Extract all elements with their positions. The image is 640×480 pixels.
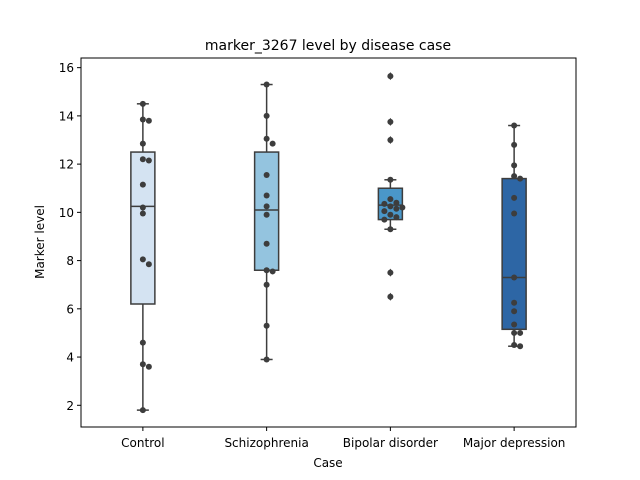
y-tick-label: 14 xyxy=(59,109,74,123)
data-point xyxy=(139,361,146,368)
data-point xyxy=(511,329,518,336)
data-point xyxy=(511,210,518,217)
box-iqr xyxy=(501,177,527,331)
axes-frame xyxy=(80,57,577,428)
y-tick-label: 4 xyxy=(66,351,74,365)
data-point xyxy=(145,117,152,124)
y-tick-label: 2 xyxy=(66,399,74,413)
y-tick-label: 6 xyxy=(66,302,74,316)
data-point xyxy=(511,173,518,180)
data-point xyxy=(139,100,146,107)
data-point xyxy=(145,261,152,268)
data-point xyxy=(381,200,388,207)
data-point xyxy=(263,192,270,199)
data-point xyxy=(269,268,276,275)
data-point xyxy=(387,118,394,125)
data-point xyxy=(511,141,518,148)
data-point xyxy=(263,267,270,274)
data-point xyxy=(511,194,518,201)
y-axis-label: Marker level xyxy=(33,205,47,279)
data-point xyxy=(511,162,518,169)
data-point xyxy=(387,269,394,276)
data-point xyxy=(263,171,270,178)
y-tick-label: 16 xyxy=(59,61,74,75)
data-point xyxy=(139,407,146,414)
chart-title: marker_3267 level by disease case xyxy=(205,38,451,54)
y-tick-label: 12 xyxy=(59,158,74,172)
data-point xyxy=(387,137,394,143)
data-point xyxy=(263,281,270,288)
plot-area: 2 4 6 8 10 12 14 16 Control Schizophrenia Bipolar … xyxy=(59,57,577,450)
data-point xyxy=(387,176,394,183)
data-point xyxy=(381,216,388,223)
data-point xyxy=(139,204,146,211)
data-point xyxy=(263,322,270,329)
data-point xyxy=(393,214,400,221)
data-point xyxy=(511,321,518,328)
data-point xyxy=(263,81,270,88)
data-point xyxy=(381,208,388,215)
data-point xyxy=(263,356,270,363)
box-iqr xyxy=(130,151,156,305)
x-axis-label: Case xyxy=(313,456,342,470)
data-point xyxy=(399,204,406,211)
data-point xyxy=(517,343,524,350)
data-point xyxy=(517,175,524,182)
data-point xyxy=(511,308,518,315)
data-point xyxy=(139,210,146,217)
data-point xyxy=(269,140,276,147)
data-point xyxy=(511,122,518,129)
data-point xyxy=(139,116,146,123)
data-point xyxy=(263,203,270,210)
x-tick-label: Control xyxy=(121,436,164,450)
data-point xyxy=(511,299,518,306)
data-point xyxy=(511,274,518,281)
y-tick-label: 10 xyxy=(59,206,74,220)
y-tick-label: 8 xyxy=(66,254,74,268)
x-tick-label: Schizophrenia xyxy=(224,436,308,450)
data-point xyxy=(139,256,146,263)
data-point xyxy=(393,205,400,212)
box-iqr xyxy=(253,151,280,271)
data-point xyxy=(517,329,524,336)
data-point xyxy=(387,226,394,233)
data-point xyxy=(263,211,270,218)
data-point xyxy=(387,73,394,80)
data-point xyxy=(263,135,270,142)
x-tick-label: Major depression xyxy=(463,436,566,450)
data-point xyxy=(145,157,152,164)
data-point xyxy=(263,112,270,119)
data-point xyxy=(263,240,270,247)
data-point xyxy=(139,140,146,147)
data-point xyxy=(387,203,394,210)
data-point xyxy=(511,342,518,348)
data-point xyxy=(139,181,146,188)
data-point xyxy=(387,293,394,300)
data-point xyxy=(139,156,146,163)
data-point xyxy=(387,211,394,218)
x-tick-label: Bipolar disorder xyxy=(343,436,438,450)
data-point xyxy=(145,363,152,370)
data-point xyxy=(393,199,400,206)
data-point xyxy=(139,339,146,346)
data-point xyxy=(387,196,394,203)
